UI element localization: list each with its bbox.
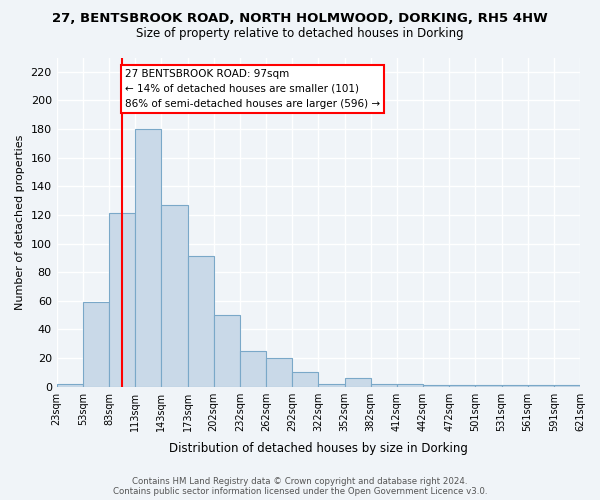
Bar [344, 378, 371, 386]
Bar [397, 384, 423, 386]
Bar [527, 385, 554, 386]
Bar [56, 384, 83, 386]
Text: Contains HM Land Registry data © Crown copyright and database right 2024.
Contai: Contains HM Land Registry data © Crown c… [113, 476, 487, 496]
Bar [319, 384, 344, 386]
Bar [292, 372, 319, 386]
Text: Size of property relative to detached houses in Dorking: Size of property relative to detached ho… [136, 28, 464, 40]
Bar [554, 385, 580, 386]
X-axis label: Distribution of detached houses by size in Dorking: Distribution of detached houses by size … [169, 442, 468, 455]
Bar [161, 205, 187, 386]
Bar [449, 385, 475, 386]
Bar [214, 315, 240, 386]
Bar [266, 358, 292, 386]
Text: 27 BENTSBROOK ROAD: 97sqm
← 14% of detached houses are smaller (101)
86% of semi: 27 BENTSBROOK ROAD: 97sqm ← 14% of detac… [125, 69, 380, 108]
Bar [187, 256, 214, 386]
Bar [109, 214, 135, 386]
Bar [371, 384, 397, 386]
Y-axis label: Number of detached properties: Number of detached properties [15, 134, 25, 310]
Bar [240, 351, 266, 386]
Bar [135, 129, 161, 386]
Bar [475, 385, 502, 386]
Bar [83, 302, 109, 386]
Bar [502, 385, 527, 386]
Text: 27, BENTSBROOK ROAD, NORTH HOLMWOOD, DORKING, RH5 4HW: 27, BENTSBROOK ROAD, NORTH HOLMWOOD, DOR… [52, 12, 548, 26]
Bar [423, 385, 449, 386]
